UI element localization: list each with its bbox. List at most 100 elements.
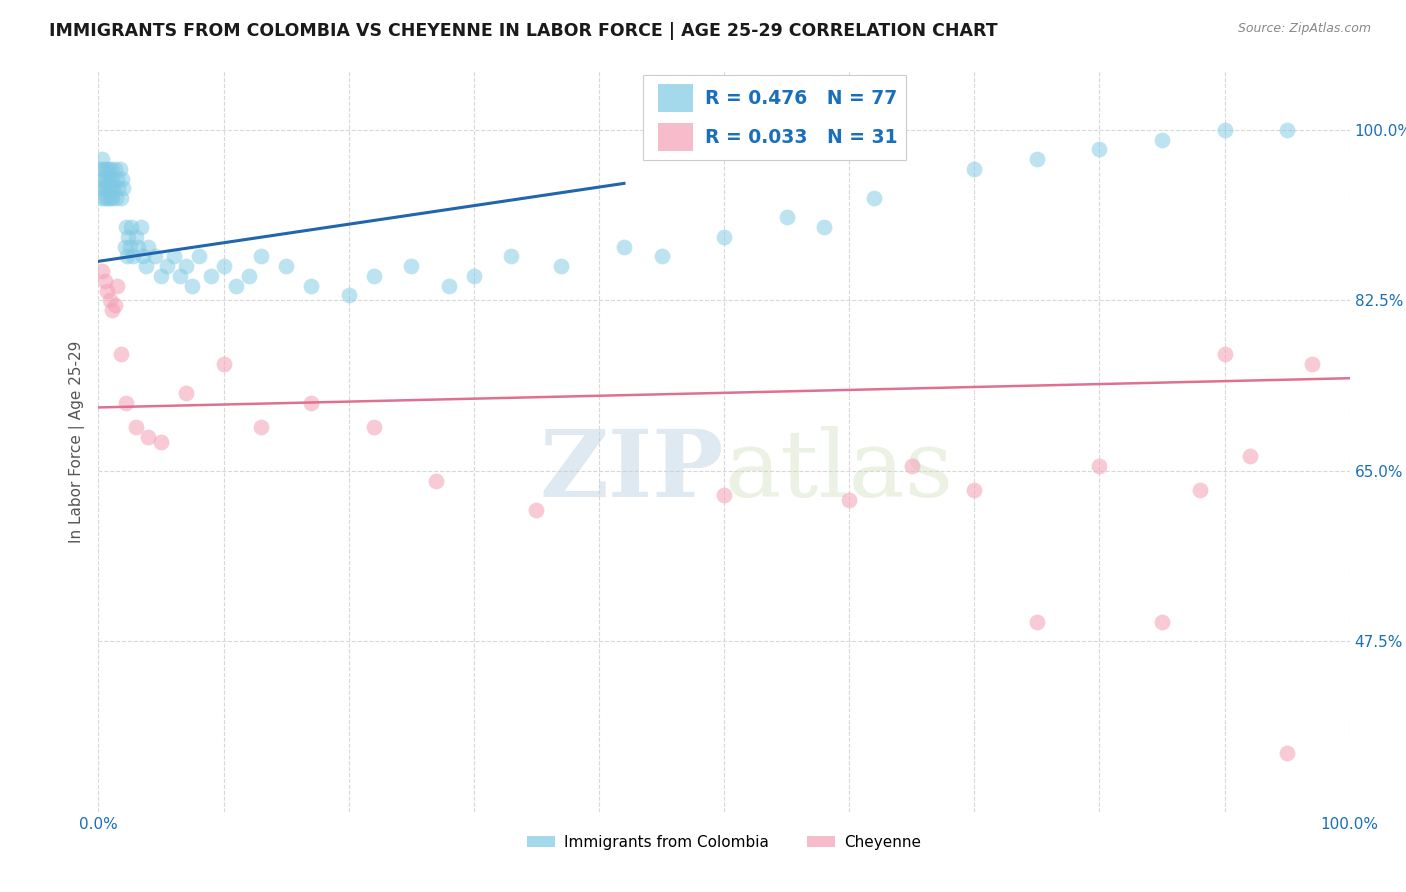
Point: [250, 420, 273, 434]
Point: [963, 483, 986, 498]
Point: [838, 493, 860, 508]
Point: [1088, 458, 1111, 473]
Point: [501, 250, 523, 264]
Point: [110, 191, 132, 205]
Point: [524, 502, 547, 516]
Point: [150, 434, 173, 449]
Point: [1088, 142, 1111, 156]
Point: [1150, 615, 1173, 629]
Point: [129, 220, 152, 235]
Point: [132, 250, 155, 264]
Text: R = 0.033   N = 31: R = 0.033 N = 31: [706, 128, 898, 147]
Point: [90, 191, 112, 205]
Point: [100, 181, 122, 195]
Point: [1188, 483, 1211, 498]
Bar: [658, 84, 693, 112]
Point: [125, 230, 148, 244]
Point: [98, 293, 121, 308]
Point: [299, 395, 322, 409]
Point: [550, 259, 572, 273]
Point: [1150, 132, 1173, 146]
Point: [120, 220, 142, 235]
Point: [125, 420, 148, 434]
Point: [110, 347, 132, 361]
Point: [108, 161, 131, 176]
Point: [274, 259, 298, 273]
Point: [114, 240, 136, 254]
Point: [117, 230, 139, 244]
Point: [101, 303, 124, 318]
Point: [89, 181, 111, 195]
Point: [107, 181, 129, 195]
Point: [776, 211, 799, 225]
Point: [250, 250, 273, 264]
Bar: [658, 123, 693, 152]
Point: [863, 191, 886, 205]
Point: [225, 278, 247, 293]
Point: [900, 458, 922, 473]
Point: [425, 474, 447, 488]
Point: [97, 161, 120, 176]
Point: [98, 171, 121, 186]
Point: [713, 488, 735, 502]
Point: [150, 268, 173, 283]
Point: [156, 259, 179, 273]
Point: [613, 240, 636, 254]
Point: [98, 191, 121, 205]
Point: [105, 171, 128, 186]
Point: [174, 259, 197, 273]
Point: [813, 220, 835, 235]
Point: [103, 181, 125, 195]
Point: [101, 171, 124, 186]
Point: [437, 278, 460, 293]
Text: IMMIGRANTS FROM COLOMBIA VS CHEYENNE IN LABOR FORCE | AGE 25-29 CORRELATION CHAR: IMMIGRANTS FROM COLOMBIA VS CHEYENNE IN …: [49, 22, 998, 40]
Point: [1213, 123, 1236, 137]
Point: [650, 250, 672, 264]
Point: [96, 191, 118, 205]
Point: [135, 259, 157, 273]
Point: [111, 171, 134, 186]
Point: [93, 191, 115, 205]
Point: [143, 250, 166, 264]
Point: [187, 250, 209, 264]
Point: [91, 171, 114, 186]
Point: [118, 240, 141, 254]
Point: [174, 385, 197, 400]
Point: [169, 268, 191, 283]
Text: Source: ZipAtlas.com: Source: ZipAtlas.com: [1237, 22, 1371, 36]
Point: [713, 230, 735, 244]
Point: [212, 357, 235, 371]
Point: [101, 191, 124, 205]
Text: atlas: atlas: [724, 426, 953, 516]
Point: [100, 161, 122, 176]
Point: [1026, 152, 1049, 166]
Point: [212, 259, 235, 273]
Point: [138, 430, 160, 444]
Point: [238, 268, 260, 283]
FancyBboxPatch shape: [643, 75, 905, 161]
Point: [963, 161, 986, 176]
Point: [115, 250, 138, 264]
Point: [363, 420, 385, 434]
Point: [181, 278, 204, 293]
Point: [96, 171, 118, 186]
Point: [299, 278, 322, 293]
Point: [94, 181, 117, 195]
Point: [115, 220, 138, 235]
Point: [104, 191, 127, 205]
Point: [1213, 347, 1236, 361]
Point: [115, 395, 138, 409]
Point: [91, 152, 114, 166]
Point: [112, 181, 135, 195]
Point: [104, 161, 127, 176]
Point: [127, 240, 149, 254]
Point: [200, 268, 222, 283]
Point: [105, 278, 128, 293]
Point: [363, 268, 385, 283]
Point: [122, 250, 145, 264]
Point: [91, 264, 114, 278]
Point: [93, 181, 115, 195]
Point: [93, 171, 115, 186]
Point: [90, 161, 112, 176]
Point: [1301, 357, 1323, 371]
